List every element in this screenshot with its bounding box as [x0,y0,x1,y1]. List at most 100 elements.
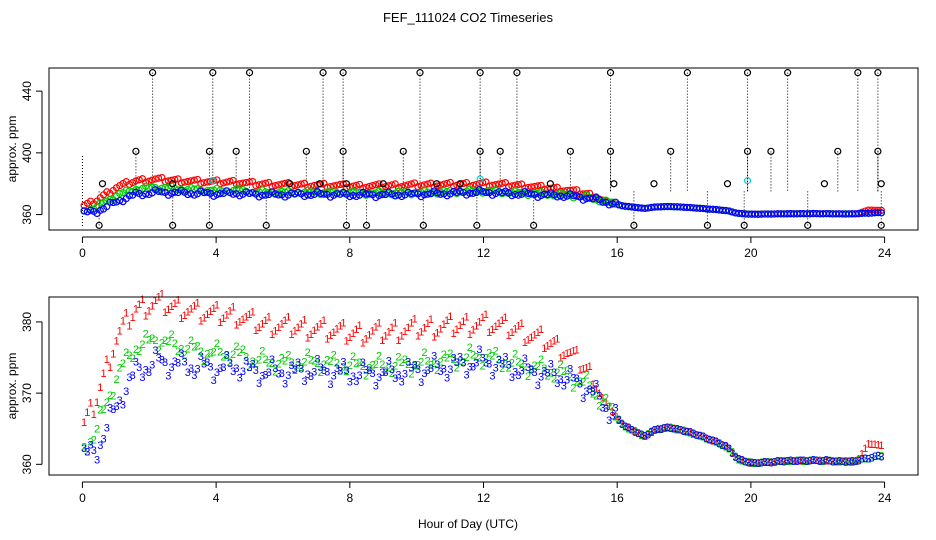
bottom-series-3-point: 3 [169,362,175,374]
top-y-tick-label: 400 [20,143,34,163]
bottom-series-2-point: 2 [441,349,447,361]
top-series-3-point [116,196,124,205]
bottom-series-3-point: 3 [376,372,382,384]
top-series-1-point [407,180,416,188]
top-series-3-point [482,188,490,197]
bottom-series-2-point: 2 [240,344,246,356]
bottom-series-1-point: 1 [185,307,191,319]
top-outlier-point [496,147,504,155]
bottom-series-3-point: 3 [191,370,197,382]
top-series-1-point [333,181,341,189]
top-series-1-point [151,175,159,183]
bottom-series-2-point: 2 [716,438,722,450]
bottom-series-1-point: 1 [425,318,431,330]
bottom-series-2-point: 2 [308,355,314,367]
top-series-3-point [569,192,578,200]
bottom-series-3-point: 3 [713,436,719,448]
top-series-1-point [171,175,179,184]
top-series-1-point [352,181,360,189]
top-series-1-point [184,177,192,186]
top-series-2-point [401,188,409,196]
bottom-series-1-point: 1 [457,320,463,332]
bottom-series-3-point: 3 [305,369,311,381]
bottom-series-2-point: 2 [285,350,291,362]
bottom-series-3-point: 3 [515,370,521,382]
bottom-series-3-point: 3 [538,372,544,384]
bottom-series-2-point: 2 [616,414,622,426]
bottom-series-1-point: 1 [749,458,755,470]
top-series-1-point [245,178,253,186]
bottom-series-1-point: 1 [415,330,421,342]
bottom-series-3-point: 3 [454,357,460,369]
top-series-1-point [362,183,370,191]
bottom-series-1-point: 1 [428,314,434,326]
bottom-series-2-point: 2 [198,346,204,358]
bottom-series-2-point: 2 [233,341,239,353]
bottom-series-2-point: 2 [201,356,207,368]
bottom-series-1-point: 1 [467,329,473,341]
bottom-series-1-point: 1 [830,456,836,468]
top-series-1-point [368,181,377,190]
bottom-series-2-point: 2 [745,456,751,468]
bottom-series-3-point: 3 [859,454,865,466]
top-outlier-point [362,221,371,229]
bottom-series-2-point: 2 [94,424,100,436]
bottom-series-1-point: 1 [110,348,116,360]
top-x-tick-label: 24 [878,246,892,260]
top-outlier-point [877,221,885,229]
bottom-series-2-point: 2 [713,436,719,448]
top-outlier-point [205,221,214,229]
bottom-series-2-point: 2 [169,329,175,341]
bottom-series-1-point: 1 [613,411,619,423]
bottom-series-3-point: 3 [438,366,444,378]
bottom-series-3-point: 3 [412,360,418,372]
top-panel-data [80,69,885,229]
bottom-series-3-point: 3 [655,424,661,436]
bottom-series-3-point: 3 [703,433,709,445]
bottom-series-2-point: 2 [434,365,440,377]
bottom-series-2-point: 2 [651,425,657,437]
bottom-series-2-point: 2 [551,373,557,385]
bottom-series-2-point: 2 [172,338,178,350]
bottom-series-1-point: 1 [509,327,515,339]
bottom-series-3-point: 3 [152,345,158,357]
bottom-series-1-point: 1 [337,320,343,332]
bottom-series-3-point: 3 [110,404,116,416]
bottom-series-1-point: 1 [431,331,437,343]
bottom-series-2-point: 2 [282,355,288,367]
bottom-series-3-point: 3 [392,373,398,385]
bottom-series-1-point: 1 [557,352,563,364]
top-series-1-point [297,180,305,188]
top-series-3-point [479,187,487,196]
top-series-3-point [216,190,224,198]
bottom-series-1-point: 1 [165,304,171,316]
bottom-series-3-point: 3 [159,354,165,366]
bottom-series-2-point: 2 [609,402,615,414]
top-x-tick-label: 16 [611,246,625,260]
bottom-series-2-point: 2 [143,329,149,341]
bottom-series-1-point: 1 [172,298,178,310]
bottom-series-1-point: 1 [250,306,256,318]
bottom-series-3-point: 3 [791,456,797,468]
bottom-series-1-point: 1 [606,401,612,413]
bottom-series-3-point: 3 [820,455,826,467]
bottom-series-3-point: 3 [878,451,884,463]
bottom-series-1-point: 1 [340,317,346,329]
bottom-series-3-point: 3 [263,370,269,382]
bottom-series-2-point: 2 [366,362,372,374]
bottom-series-1-point: 1 [713,437,719,449]
bottom-series-3-point: 3 [603,403,609,415]
bottom-series-2-point: 2 [681,425,687,437]
bottom-series-1-point: 1 [94,397,100,409]
bottom-series-3-point: 3 [301,376,307,388]
bottom-series-2-point: 2 [425,355,431,367]
bottom-series-3-point: 3 [224,350,230,362]
top-series-1-point [437,181,445,189]
bottom-series-3-point: 3 [408,362,414,374]
bottom-series-1-point: 1 [668,422,674,434]
top-outlier-point [630,221,638,229]
bottom-series-2-point: 2 [869,453,875,465]
bottom-x-tick-label: 16 [611,491,625,505]
bottom-series-3-point: 3 [473,358,479,370]
top-series-3-point [560,193,568,202]
